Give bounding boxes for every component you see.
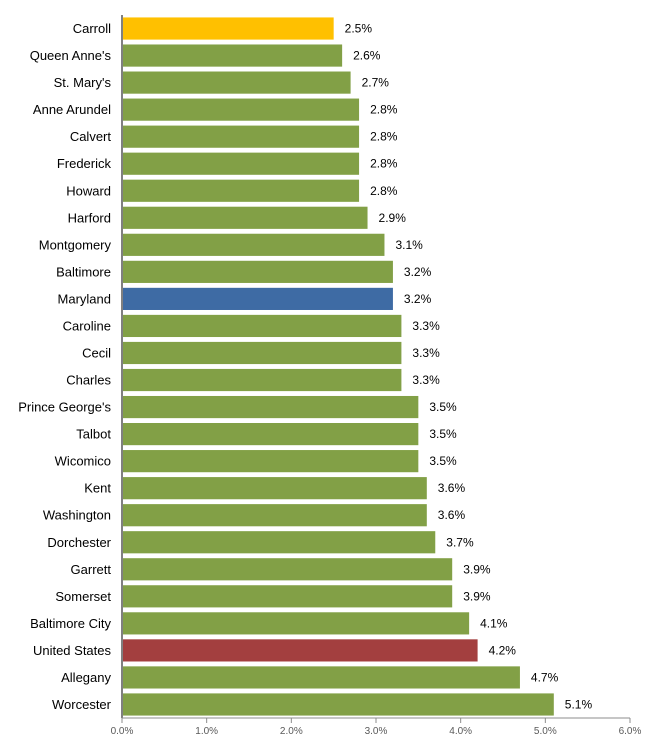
x-tick-label: 3.0% [365,726,388,737]
bar [123,71,351,94]
data-label: 3.5% [429,454,457,468]
data-label: 3.3% [412,373,440,387]
data-label: 2.7% [362,76,390,90]
bar [123,17,334,40]
data-label: 3.5% [429,400,457,414]
data-label: 2.5% [345,22,373,36]
category-label: Talbot [76,427,111,442]
category-label: Washington [43,508,111,523]
bar [123,477,427,500]
data-label: 3.3% [412,319,440,333]
bar [123,395,419,419]
bar [123,639,478,662]
category-label: Baltimore [56,264,111,279]
category-label: Caroline [63,318,111,333]
data-label: 2.8% [370,157,398,171]
data-label: 3.9% [463,589,491,603]
bar [123,179,360,202]
x-tick-label: 4.0% [449,726,472,737]
bar [123,44,343,67]
data-label: 2.8% [370,103,398,117]
category-label: Charles [66,373,111,388]
bar [123,287,393,310]
data-label: 2.9% [379,211,407,225]
data-label: 2.8% [370,184,398,198]
category-label: Maryland [58,291,111,306]
value-labels: 2.5% 2.6% 2.7% 2.8% 2.8% 2.8% 2.8% 2.9% 3.1% 3.2%… [345,22,593,712]
bar [123,260,393,283]
bar [123,504,427,527]
category-label: Dorchester [47,535,111,550]
bar [123,693,554,716]
category-label: Allegany [61,670,111,685]
category-labels: Carroll Queen Anne's St. Mary's Anne Arunde… [18,21,111,712]
category-label: Somerset [55,589,111,604]
category-label: Kent [84,481,111,496]
category-label: Cecil [82,345,111,360]
data-label: 3.9% [463,562,491,576]
bar [123,206,368,229]
data-label: 3.6% [438,481,466,495]
data-label: 3.2% [404,265,432,279]
bar [123,450,419,473]
category-label: Montgomery [39,237,112,252]
category-label: Calvert [70,129,112,144]
data-label: 3.3% [412,346,440,360]
x-tick-label: 2.0% [280,726,303,737]
category-label: Anne Arundel [33,102,111,117]
data-label: 2.8% [370,130,398,144]
bar [123,233,385,256]
data-label: 3.5% [429,427,457,441]
bar [123,368,402,392]
data-label: 3.7% [446,535,474,549]
category-label: Queen Anne's [30,48,112,63]
category-label: Garrett [71,562,112,577]
category-label: St. Mary's [54,75,112,90]
data-label: 5.1% [565,697,593,711]
x-tick-label: 1.0% [195,726,218,737]
category-label: Prince George's [18,400,111,415]
bar [123,423,419,446]
bar [123,585,453,608]
bar [123,558,453,581]
category-label: Baltimore City [30,616,111,631]
category-label: Frederick [57,156,112,171]
x-tick-label: 5.0% [534,726,557,737]
data-label: 3.2% [404,292,432,306]
category-label: Harford [68,210,111,225]
x-tick-label: 0.0% [111,726,134,737]
x-axis-ticks: 0.0% 1.0% 2.0% 3.0% 4.0% 5.0% 6.0% [111,718,642,737]
bars-group [123,17,554,716]
bar [123,125,360,148]
category-label: Wicomico [55,454,111,469]
category-label: Howard [66,183,111,198]
bar [123,341,402,365]
bar [123,612,470,635]
bar [123,152,360,175]
category-label: Carroll [73,21,111,36]
category-label: Worcester [52,697,112,712]
bar [123,666,520,689]
data-label: 3.1% [395,238,423,252]
bar [123,314,402,338]
category-label: United States [33,643,112,658]
x-tick-label: 6.0% [619,726,642,737]
data-label: 4.2% [489,643,517,657]
data-label: 3.6% [438,508,466,522]
data-label: 4.1% [480,616,508,630]
data-label: 2.6% [353,49,381,63]
bar [123,531,436,554]
bar [123,98,360,121]
data-label: 4.7% [531,670,559,684]
